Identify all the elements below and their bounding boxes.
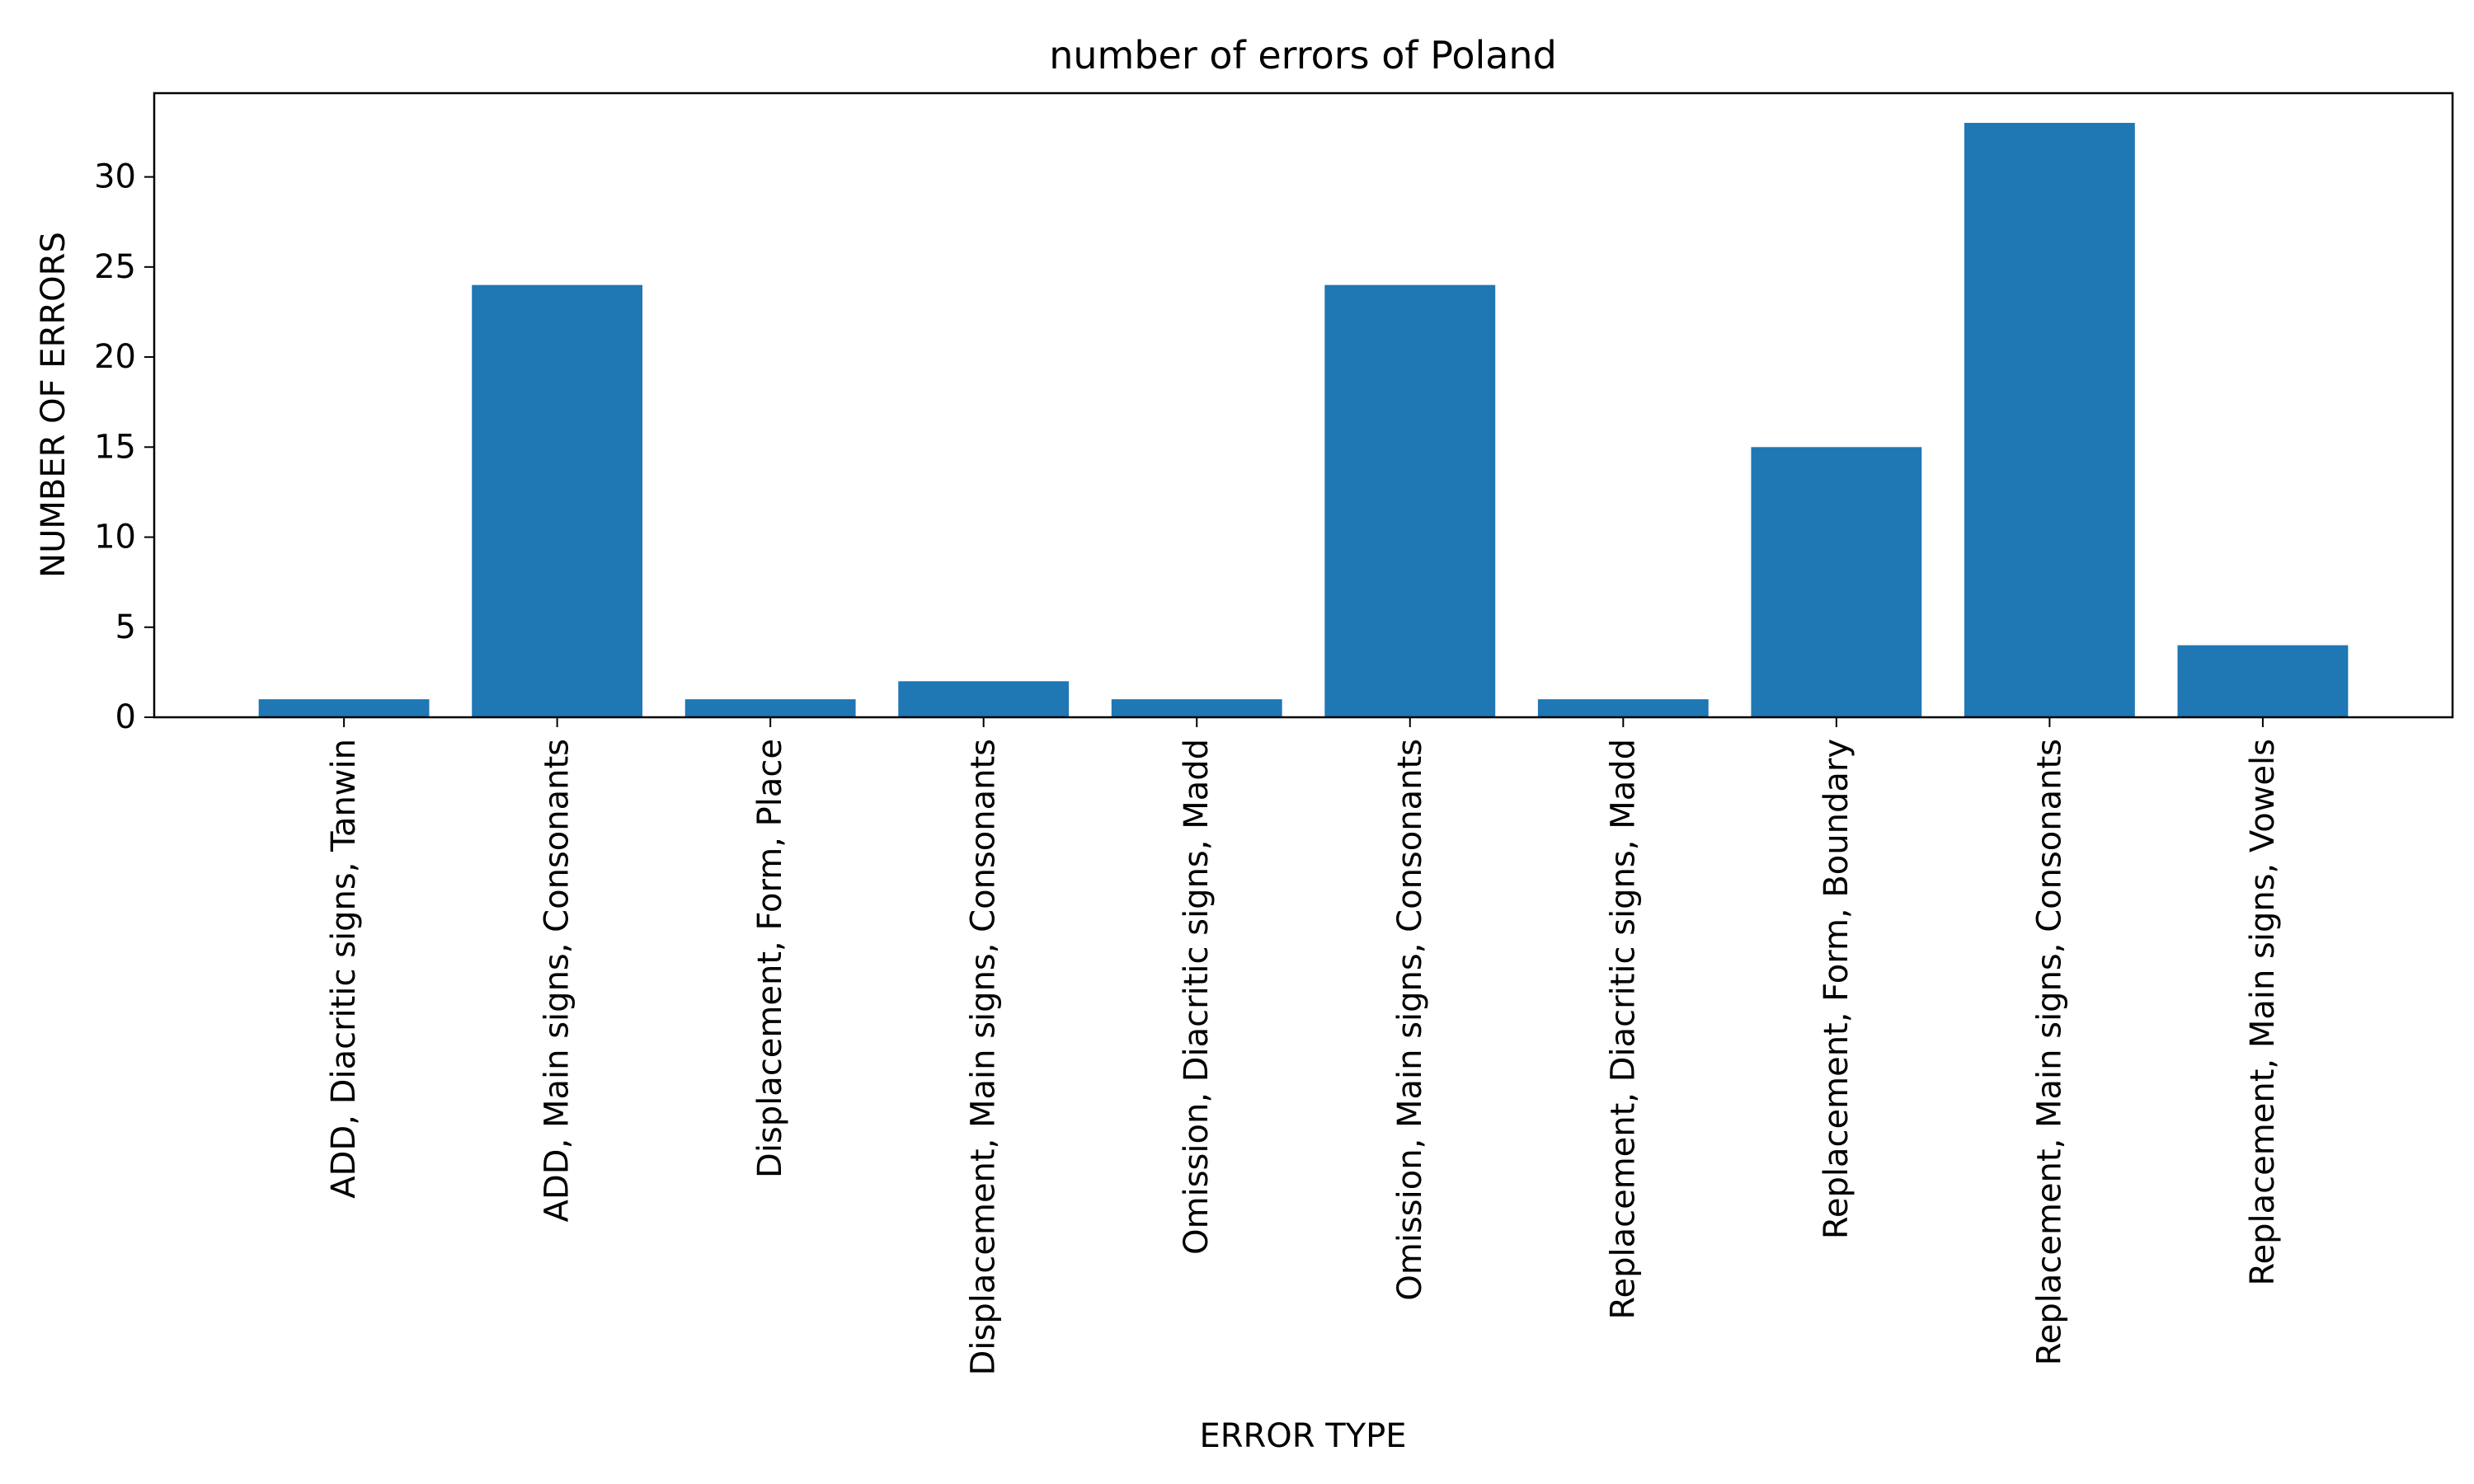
plot-area: 0 5 10 15 20 25 30 ADD, Diacritic signs, Tanwi…	[94, 92, 2454, 1375]
bar	[2177, 645, 2349, 717]
plot-frame	[153, 92, 2454, 719]
y-axis: 0 5 10 15 20 25 30	[94, 158, 154, 736]
x-tick-label: Omission, Main signs, Consonants	[1391, 739, 1429, 1301]
bar	[1537, 699, 1709, 717]
bar	[1751, 447, 1922, 717]
x-tick-label: Replacement, Diacritic signs, Madd	[1604, 739, 1642, 1320]
x-tick-label: Replacement, Main signs, Vowels	[2244, 739, 2282, 1285]
y-tick-label: 5	[115, 608, 136, 646]
chart-title: number of errors of Poland	[1049, 33, 1557, 77]
bar	[472, 284, 643, 717]
y-tick-label: 0	[115, 698, 136, 736]
bar	[1324, 284, 1496, 717]
bar	[1964, 123, 2135, 718]
x-tick-label: Replacement, Form, Boundary	[1818, 739, 1856, 1239]
y-tick-label: 15	[94, 428, 136, 466]
y-tick-label: 25	[94, 248, 136, 286]
y-axis-label: NUMBER OF ERRORS	[35, 232, 73, 578]
bar	[258, 699, 430, 717]
x-axis-label: ERROR TYPE	[1199, 1417, 1406, 1455]
x-tick-label: Displacement, Form, Place	[751, 739, 789, 1178]
x-tick-label: Replacement, Main signs, Consonants	[2030, 739, 2068, 1365]
x-tick-label: Omission, Diacritic signs, Madd	[1178, 739, 1216, 1255]
bar	[1111, 699, 1282, 717]
x-tick-label: ADD, Main signs, Consonants	[539, 739, 576, 1222]
bar	[684, 699, 856, 717]
x-tick-label: Displacement, Main signs, Consonants	[965, 739, 1003, 1375]
y-tick-label: 30	[94, 158, 136, 196]
x-axis: ADD, Diacritic signs, Tanwin ADD, Main si…	[325, 717, 2282, 1375]
x-tick-label: ADD, Diacritic signs, Tanwin	[325, 739, 363, 1199]
y-tick-label: 10	[94, 519, 136, 556]
bar	[898, 681, 1070, 717]
bars	[258, 123, 2349, 718]
y-tick-label: 20	[94, 338, 136, 376]
